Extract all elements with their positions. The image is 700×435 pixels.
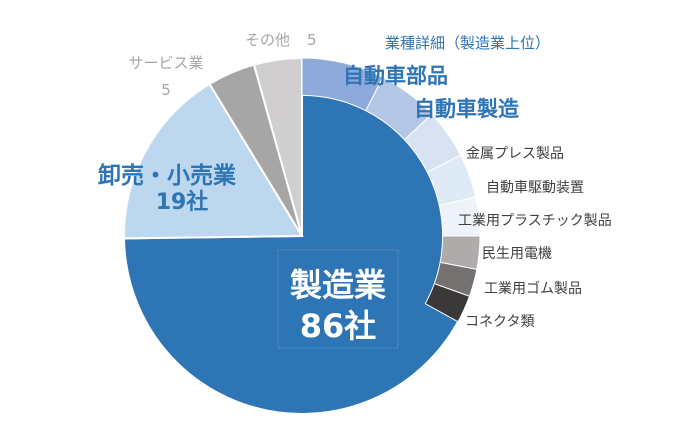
slice-label-manufacturing: 製造業 [290, 266, 386, 304]
slice-label-wholesale: 卸売・小売業 [98, 162, 237, 189]
slice-value-service: 5 [161, 81, 171, 99]
slice-value-wholesale: 19社 [156, 189, 209, 215]
slice-value-manufacturing: 86社 [300, 307, 377, 345]
detail-label-consumer-electric: 民生用電機 [482, 246, 552, 262]
detail-label-auto-parts: 自動車部品 [343, 64, 448, 88]
detail-label-metal-press: 金属プレス製品 [466, 146, 564, 162]
detail-label-drive-unit: 自動車駆動装置 [486, 179, 584, 196]
detail-label-industrial-plastic: 工業用プラスチック製品 [458, 213, 612, 229]
slice-label-service: サービス業 [128, 54, 203, 72]
detail-label-auto-manufacturing: 自動車製造 [414, 97, 520, 121]
detail-label-connector: コネクタ類 [465, 314, 534, 330]
slice-label-other: その他 [245, 31, 290, 49]
detail-label-industrial-rubber: 工業用ゴム製品 [484, 280, 582, 297]
slice-wholesale-retail [123, 82, 304, 240]
detail-slices [301, 57, 481, 323]
breakdown-title: 業種詳細（製造業上位） [385, 34, 550, 52]
detail-slice-7 [424, 282, 471, 323]
slice-value-other: 5 [307, 31, 317, 49]
main-label-box [277, 249, 399, 349]
pie-slices [123, 56, 481, 415]
